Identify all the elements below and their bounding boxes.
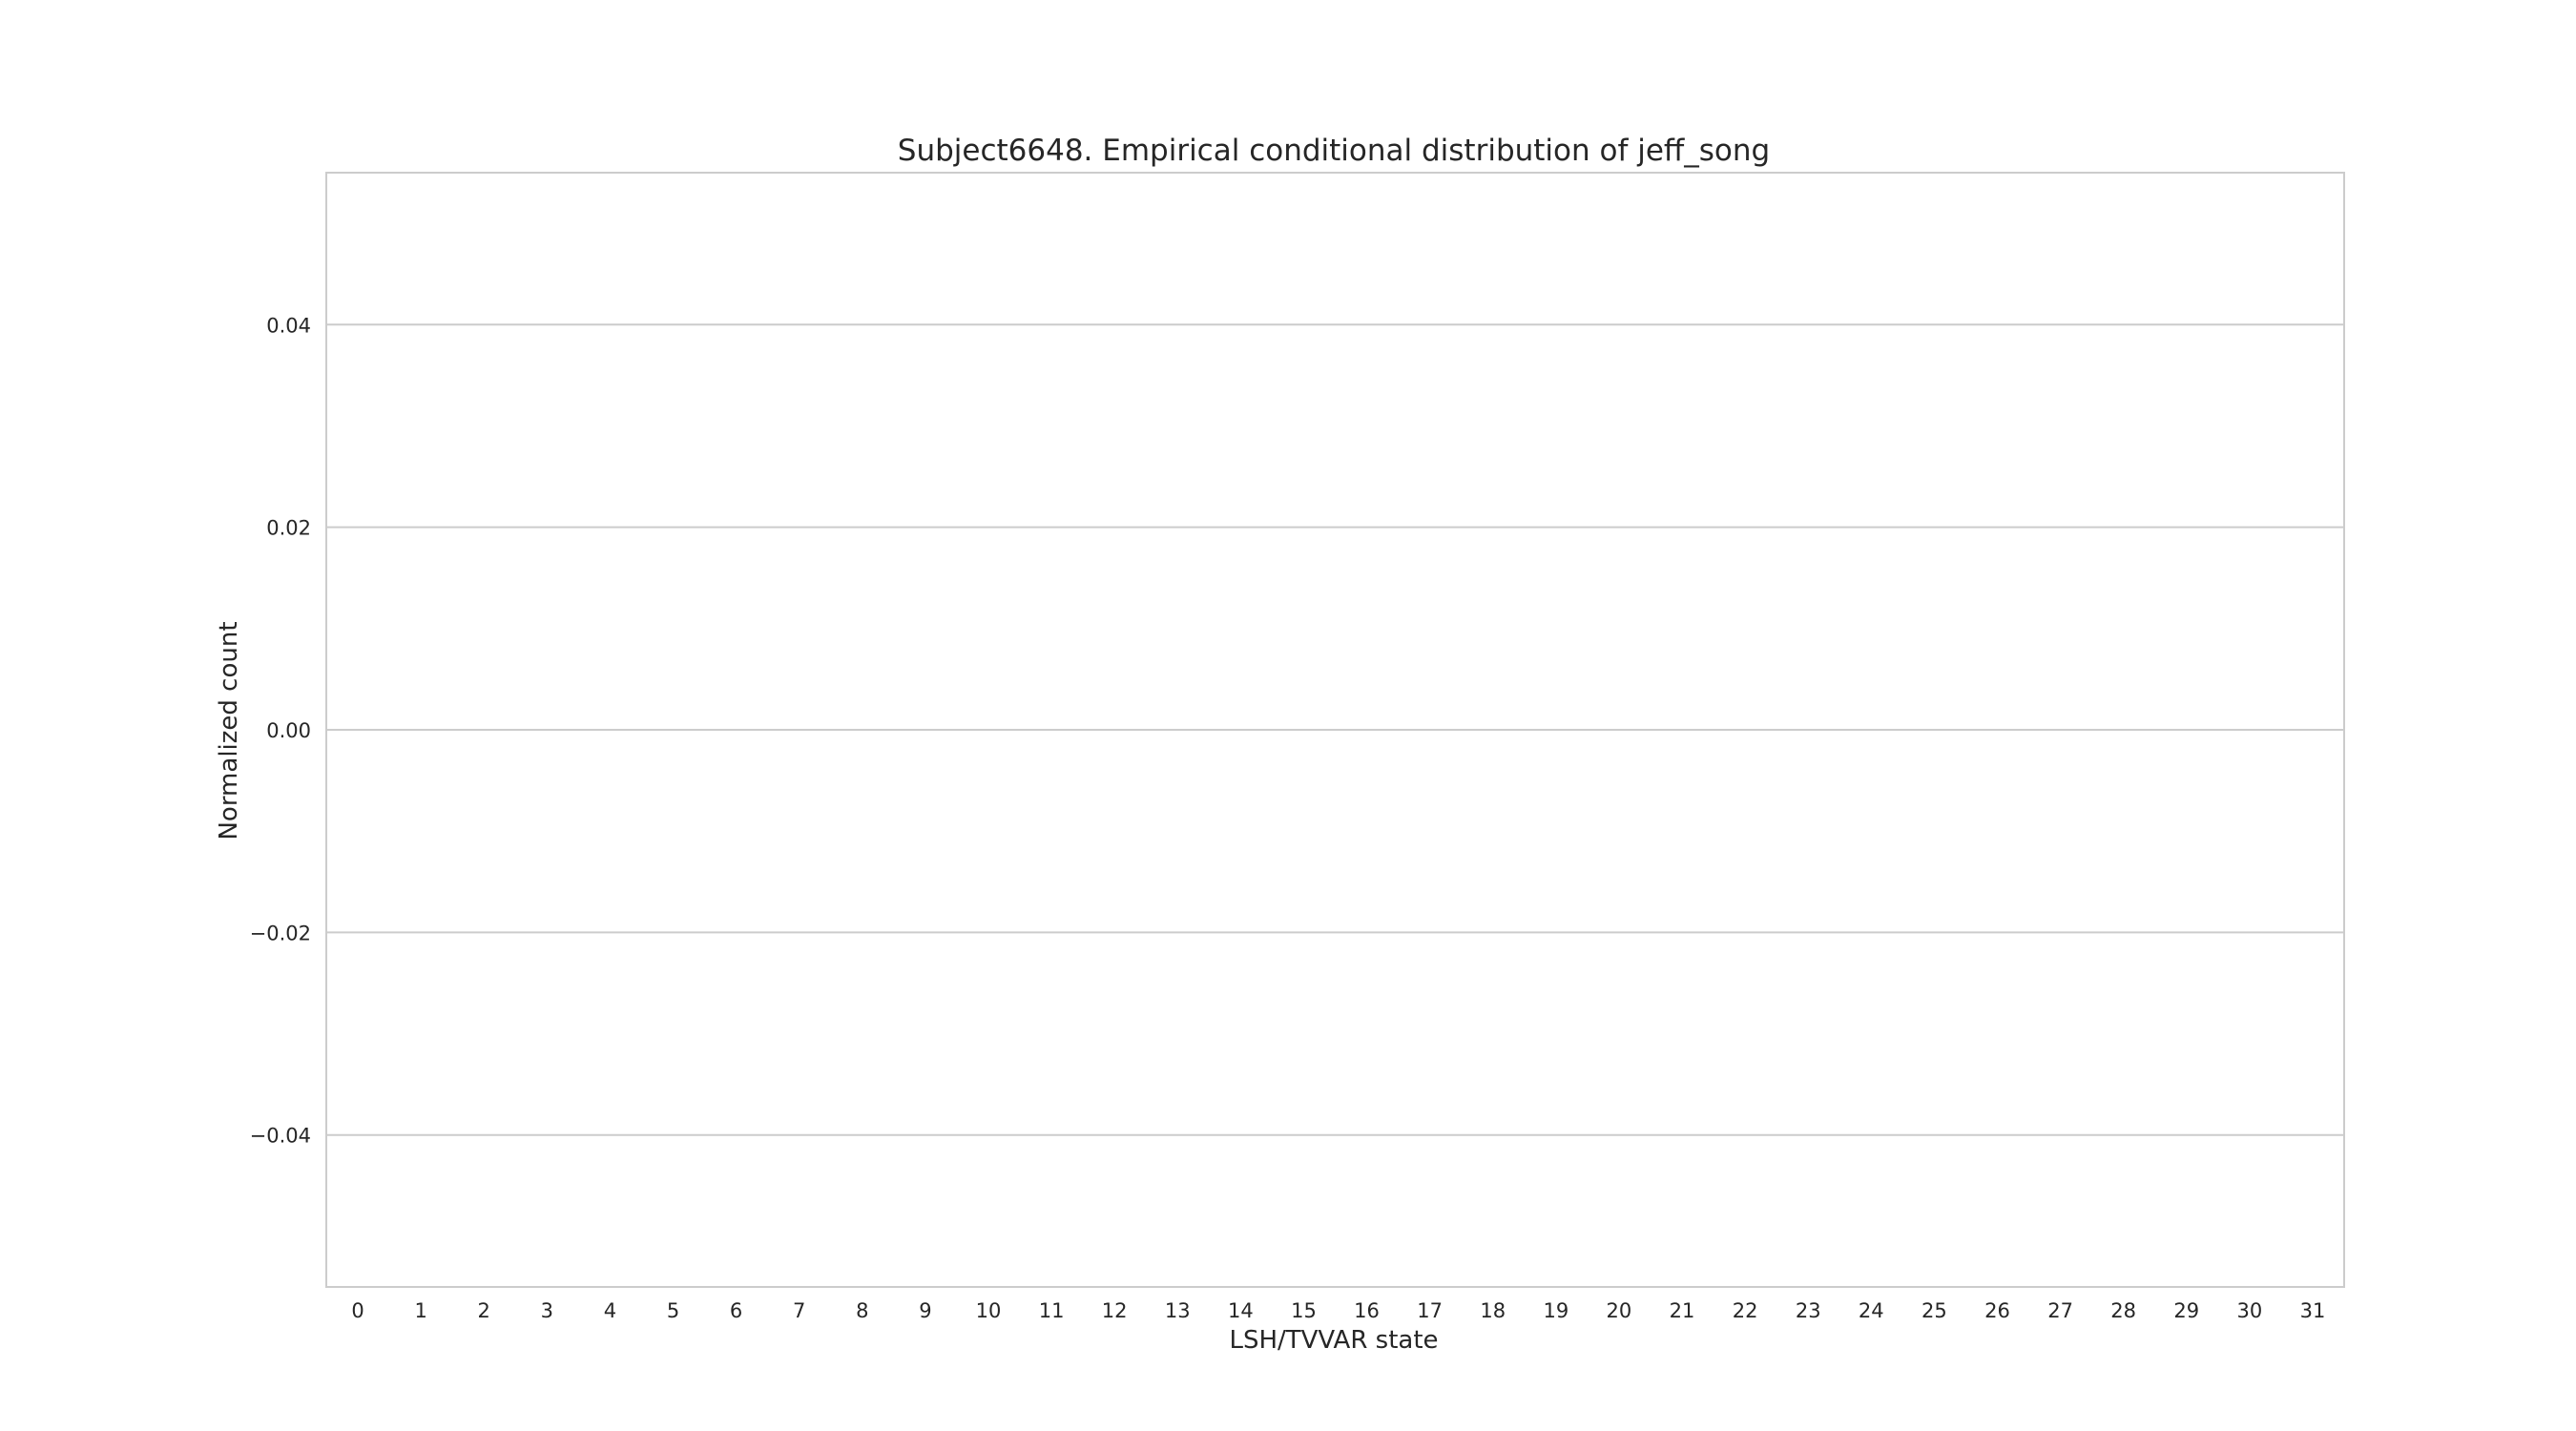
x-tick-label: 17 [1417, 1299, 1443, 1322]
y-tick-label: 0.00 [266, 719, 311, 742]
x-tick-label: 9 [919, 1299, 931, 1322]
x-tick-label: 31 [2300, 1299, 2326, 1322]
x-axis-label: LSH/TVVAR state [1229, 1326, 1438, 1355]
x-tick-label: 7 [793, 1299, 805, 1322]
x-tick-label: 25 [1922, 1299, 1947, 1322]
x-tick-label: 3 [541, 1299, 553, 1322]
x-tick-label: 26 [1984, 1299, 2010, 1322]
x-tick-label: 20 [1607, 1299, 1632, 1322]
x-tick-label: 2 [478, 1299, 490, 1322]
x-tick-label: 21 [1670, 1299, 1695, 1322]
x-tick-label: 0 [351, 1299, 364, 1322]
x-tick-label: 13 [1165, 1299, 1191, 1322]
chart-title: Subject6648. Empirical conditional distr… [898, 134, 1770, 168]
x-tick-label: 4 [604, 1299, 616, 1322]
x-tick-label: 15 [1291, 1299, 1317, 1322]
y-tick-label: 0.02 [266, 517, 311, 540]
grid-layer [326, 323, 2344, 1136]
x-tick-label: 16 [1354, 1299, 1380, 1322]
x-tick-label: 18 [1480, 1299, 1506, 1322]
y-tick-label: −0.02 [250, 922, 311, 944]
y-tick-label: −0.04 [250, 1125, 311, 1148]
x-tick-label: 10 [976, 1299, 1002, 1322]
x-tick-label: 30 [2236, 1299, 2262, 1322]
y-tick-labels: 0.04 0.02 0.00 −0.02 −0.04 [250, 314, 311, 1147]
x-tick-label: 5 [667, 1299, 679, 1322]
x-tick-label: 28 [2110, 1299, 2136, 1322]
x-tick-label: 11 [1039, 1299, 1065, 1322]
x-tick-label: 22 [1733, 1299, 1758, 1322]
plot-frame [325, 172, 2345, 1288]
x-tick-label: 24 [1859, 1299, 1884, 1322]
x-tick-label: 14 [1228, 1299, 1254, 1322]
x-tick-label: 19 [1543, 1299, 1568, 1322]
y-tick-label: 0.04 [266, 314, 311, 337]
x-tick-label: 29 [2173, 1299, 2199, 1322]
x-tick-labels: 0 1 2 3 4 5 6 7 8 9 10 11 12 13 14 15 16 17 18 19 20 21 22 23 24… [351, 1299, 2325, 1322]
x-tick-label: 8 [856, 1299, 868, 1322]
y-axis-label: Normalized count [215, 621, 243, 840]
x-tick-label: 23 [1796, 1299, 1821, 1322]
x-tick-label: 27 [2047, 1299, 2073, 1322]
x-tick-label: 1 [414, 1299, 426, 1322]
x-tick-label: 6 [730, 1299, 742, 1322]
x-tick-label: 12 [1102, 1299, 1128, 1322]
